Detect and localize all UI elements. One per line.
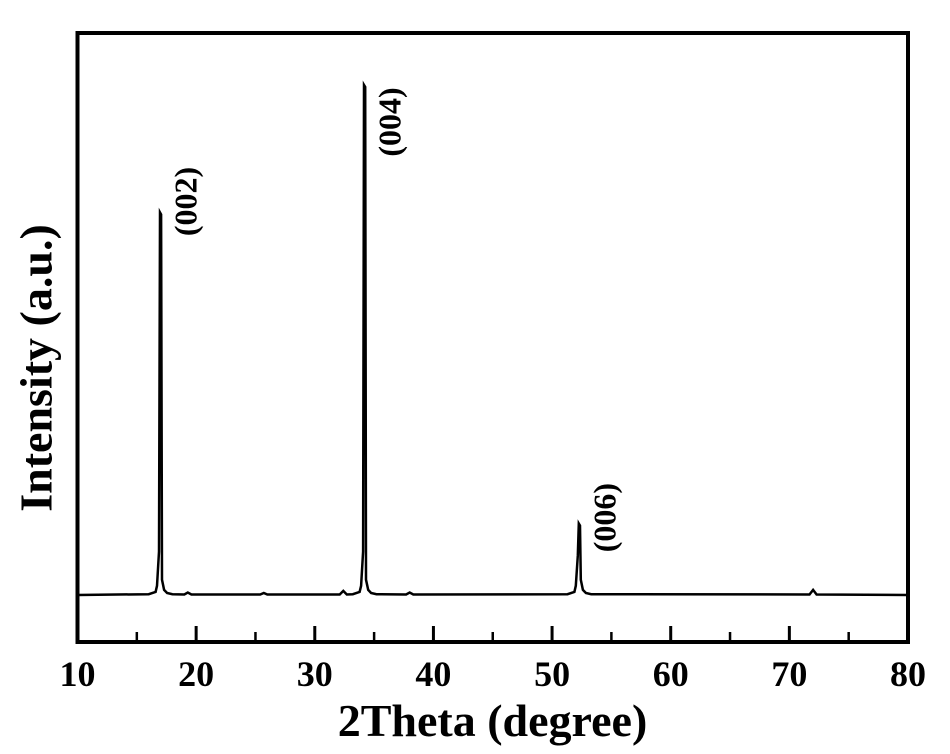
x-tick-label: 10 [60, 654, 96, 694]
x-tick-label: 70 [771, 654, 807, 694]
peak-label-002: (002) [168, 167, 204, 236]
x-tick-label: 80 [890, 654, 926, 694]
x-tick-label: 40 [415, 654, 451, 694]
xrd-trace [77, 80, 909, 597]
x-tick-label: 30 [297, 654, 333, 694]
peak-label-006: (006) [586, 483, 622, 552]
x-tick-label: 60 [653, 654, 689, 694]
x-tick-label: 20 [178, 654, 214, 694]
x-tick-label: 50 [534, 654, 570, 694]
peak-label-004: (004) [372, 87, 408, 156]
x-axis-title: 2Theta (degree) [337, 695, 648, 746]
plot-frame [75, 31, 910, 644]
y-axis-title: Intensity (a.u.) [10, 224, 62, 512]
